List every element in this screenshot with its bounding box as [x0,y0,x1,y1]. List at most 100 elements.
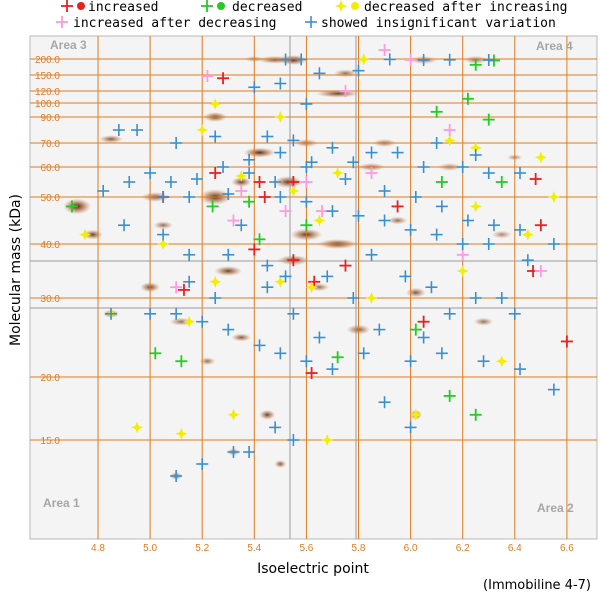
marker-decreased [409,323,422,336]
marker-insignificant [300,355,313,368]
gel-spot [153,221,174,230]
legend-label-decreased-after-increasing: decreased after increasing [364,0,568,15]
y-tick-label: 200.0 [35,55,60,66]
x-tick-label: 4.8 [91,543,105,554]
marker-increased [308,275,321,288]
x-tick-label: 5.2 [195,543,209,554]
marker-decreased [331,351,344,364]
legend-marker-increased-after-decreasing [56,16,68,28]
y-tick-label: 60.0 [41,163,61,174]
area-dividers [30,36,597,539]
marker-insignificant [399,270,412,283]
marker-decreased-after-increasing [443,134,456,147]
legend-label-increased: increased [88,0,158,15]
marker-insignificant [112,124,125,136]
area-label-3: Area 3 [50,38,87,52]
marker-insignificant [248,81,261,94]
marker-insignificant [435,347,448,360]
marker-insignificant [209,292,222,304]
marker-decreased-after-increasing [131,421,144,434]
marker-insignificant [261,259,274,272]
marker-insignificant [313,331,326,344]
marker-decreased-after-increasing [357,53,370,66]
marker-increased [529,173,542,185]
marker-insignificant [131,124,144,136]
legend-marker-decreased [201,0,225,12]
marker-increased [287,254,300,267]
marker-decreased [469,58,482,71]
legend-dot-increased [77,2,85,10]
marker-insignificant [269,421,282,434]
marker-decreased-after-increasing [305,281,318,294]
marker-insignificant [347,156,360,169]
marker-increased [217,72,230,85]
gel-spot [257,55,294,64]
marker-increased-after-decreasing [170,281,183,294]
marker-insignificant [183,275,196,288]
y-tick-label: 150.0 [35,71,60,82]
marker-insignificant [261,130,274,143]
marker-insignificant [373,323,386,336]
x-tick-label: 6.6 [560,543,574,554]
marker-insignificant [300,98,313,110]
marker-insignificant [378,396,391,409]
marker-insignificant [326,141,339,154]
marker-increased-after-decreasing [227,214,240,227]
marker-decreased-after-increasing [196,124,209,136]
marker-insignificant [469,292,482,304]
legend-label-decreased: decreased [232,0,302,15]
marker-insignificant [274,191,287,203]
marker-insignificant [477,355,490,368]
marker-decreased [253,233,266,246]
marker-decreased-after-increasing [78,228,91,241]
marker-insignificant [352,209,365,222]
marker-decreased-after-increasing [321,434,334,446]
marker-insignificant [164,176,177,188]
marker-insignificant [305,156,318,169]
marker-insignificant [352,64,365,77]
marker-decreased [175,355,188,368]
legend-item-increased-after-decreasing: increased after decreasing [56,16,277,31]
gel-spot [214,266,243,276]
marker-insignificant [482,167,495,179]
marker-insignificant [495,292,508,304]
marker-insignificant [287,307,300,320]
y-tick-label: 50.0 [41,193,61,204]
y-tick-label: 100.0 [35,99,60,110]
legend-item-decreased-after-increasing: decreased after increasing [335,0,568,15]
marker-insignificant [300,161,313,173]
legend-item-decreased: decreased [201,0,302,15]
marker-decreased [243,195,256,208]
marker-insignificant [243,153,256,166]
marker-insignificant [217,161,230,173]
area-label-1: Area 1 [43,496,80,510]
marker-insignificant [547,383,560,396]
marker-insignificant [170,470,183,482]
marker-insignificant [157,191,170,203]
marker-decreased-after-increasing [521,228,534,241]
marker-increased [305,367,318,380]
x-tick-label: 6.4 [508,543,522,554]
marker-increased [209,167,222,179]
marker-insignificant [482,238,495,250]
marker-decreased-after-increasing [331,167,344,179]
marker-insignificant [456,238,469,250]
marker-insignificant [383,53,396,66]
x-tick-label: 6.2 [456,543,470,554]
marker-insignificant [118,219,131,232]
marker-decreased-after-increasing [469,141,482,154]
marker-increased [253,176,266,188]
marker-decreased-after-increasing [534,151,547,164]
marker-increased [534,219,547,232]
marker-insignificant [196,458,209,470]
gel-spot [491,230,512,239]
marker-decreased [469,408,482,421]
marker-insignificant [547,238,560,250]
gel-spot [99,135,124,144]
legend-item-insignificant: showed insignificant variation [305,16,556,31]
marker-insignificant [430,137,443,149]
marker-insignificant [269,176,282,188]
marker-insignificant [482,54,495,66]
marker-increased-after-decreasing [300,176,313,188]
